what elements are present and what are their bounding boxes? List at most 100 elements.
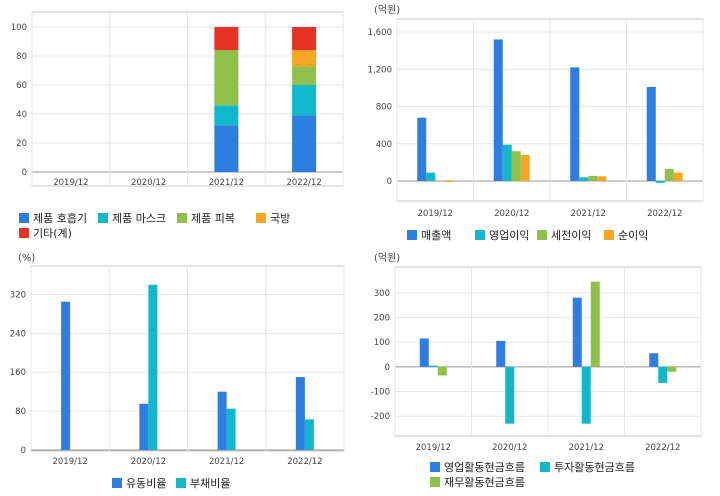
legend-label: 재무활동현금흐름 bbox=[444, 476, 525, 489]
bar-2-3 bbox=[581, 366, 591, 424]
legend-label: 부채비율 bbox=[190, 477, 231, 490]
bar-1-3 bbox=[214, 125, 239, 172]
bar-3-4 bbox=[667, 366, 677, 372]
legend-item: 영업이익 bbox=[475, 229, 529, 243]
legend-item: 순이익 bbox=[604, 229, 648, 243]
bar-2-4 bbox=[658, 366, 668, 383]
legend-item: 투자활동현금흐름 bbox=[540, 461, 635, 475]
y-tick-label: 1,600 bbox=[368, 28, 392, 38]
legend-label: 세전이익 bbox=[551, 229, 592, 242]
legend-swatch bbox=[537, 230, 547, 240]
x-tick-label: 2022/12 bbox=[287, 457, 322, 467]
legend-label: 투자활동현금흐름 bbox=[554, 461, 635, 474]
x-tick-label: 2020/12 bbox=[492, 443, 527, 453]
y-tick-label: 0 bbox=[385, 363, 390, 373]
bar-2-1 bbox=[426, 172, 436, 181]
bar-2-3 bbox=[226, 408, 236, 450]
bar-1-3 bbox=[572, 297, 582, 367]
y-tick-label: 0 bbox=[387, 177, 392, 187]
bar-1-2 bbox=[496, 340, 506, 367]
y-tick-label: 800 bbox=[376, 103, 392, 113]
y-tick-label: 300 bbox=[374, 289, 390, 299]
bar-2-2 bbox=[505, 366, 515, 424]
legend-swatch bbox=[540, 462, 550, 472]
x-tick-label: 2021/12 bbox=[209, 178, 244, 188]
x-tick-label: 2019/12 bbox=[418, 209, 453, 219]
bar-2-3 bbox=[579, 177, 589, 181]
legend-swatch bbox=[256, 213, 266, 223]
x-tick-label: 2021/12 bbox=[569, 443, 604, 453]
legend-label: 제품 피복 bbox=[191, 212, 235, 225]
legend-swatch bbox=[112, 478, 122, 488]
legend-item: 기타(계) bbox=[19, 227, 72, 241]
legend-swatch bbox=[475, 230, 485, 240]
bar-4-1 bbox=[444, 181, 454, 182]
legend-swatch bbox=[98, 213, 108, 223]
y-tick-label: -200 bbox=[371, 412, 390, 422]
bar-2-2 bbox=[502, 144, 512, 181]
legend-swatch bbox=[604, 230, 614, 240]
y-tick-label: 0 bbox=[22, 168, 27, 178]
x-tick-label: 2019/12 bbox=[53, 178, 88, 188]
x-tick-label: 2021/12 bbox=[571, 209, 606, 219]
y-tick-label: 240 bbox=[10, 329, 26, 339]
legend-item: 제품 피복 bbox=[177, 212, 235, 226]
legend-label: 국방 bbox=[270, 212, 291, 225]
legend-item: 재무활동현금흐름 bbox=[430, 476, 525, 490]
ratio-chart: (%) 0 80 160 240 320 2019/12 2020/12 2021/12 202… bbox=[10, 253, 345, 467]
income-legend: 매출액 영업이익 세전이익 순이익 bbox=[360, 229, 720, 245]
bar-2-2 bbox=[148, 284, 158, 450]
y-tick-label: 200 bbox=[374, 313, 390, 323]
legend-label: 기타(계) bbox=[33, 227, 72, 240]
bar-2-4 bbox=[655, 181, 665, 183]
legend-swatch bbox=[177, 213, 187, 223]
legend-swatch bbox=[19, 213, 29, 223]
legend-swatch bbox=[176, 478, 186, 488]
y-tick-label: 60 bbox=[16, 81, 27, 91]
bar-5-4 bbox=[292, 27, 317, 51]
product-mix-chart: 0 20 40 60 80 100 2019/12 2020/12 2021/12 2022/12 bbox=[11, 11, 344, 188]
legend-label: 영업이익 bbox=[489, 229, 530, 242]
legend-swatch bbox=[430, 477, 440, 487]
bar-1-4 bbox=[295, 377, 305, 450]
bar-1-1 bbox=[61, 301, 71, 450]
bar-3-3 bbox=[588, 175, 598, 181]
income-chart: (억원) 0 400 800 1,200 1,600 2019/12 2020/12 2021… bbox=[368, 4, 704, 219]
legend-item: 제품 호흡기 bbox=[19, 212, 87, 226]
legend-item: 유동비율 bbox=[112, 477, 166, 491]
bar-3-4 bbox=[664, 168, 674, 181]
bar-1-2 bbox=[139, 403, 149, 450]
bar-2-4 bbox=[304, 419, 314, 450]
cashflow-chart: (억원) -200 -100 0 100 200 300 2019/12 2020/12 202… bbox=[371, 252, 702, 453]
x-tick-label: 2020/12 bbox=[131, 178, 166, 188]
x-tick-label: 2022/12 bbox=[647, 209, 682, 219]
legend-item: 제품 마스크 bbox=[98, 212, 166, 226]
legend-swatch bbox=[407, 230, 417, 240]
y-tick-label: 40 bbox=[16, 110, 27, 120]
bar-2-3 bbox=[214, 105, 239, 126]
legend-item: 국방 bbox=[256, 212, 290, 226]
y-tick-label: 100 bbox=[374, 338, 390, 348]
legend-label: 영업활동현금흐름 bbox=[444, 461, 525, 474]
y-tick-label: 160 bbox=[10, 368, 26, 378]
bar-1-1 bbox=[419, 338, 429, 367]
legend-swatch bbox=[430, 462, 440, 472]
bar-2-4 bbox=[292, 85, 317, 116]
legend-label: 제품 마스크 bbox=[112, 212, 167, 225]
bar-3-3 bbox=[214, 50, 239, 106]
legend-label: 유동비율 bbox=[126, 477, 167, 490]
ratio-legend: 유동비율 부채비율 bbox=[0, 477, 360, 493]
bar-4-4 bbox=[673, 172, 683, 181]
y-tick-label: -100 bbox=[371, 388, 390, 398]
legend-item: 매출액 bbox=[407, 229, 451, 243]
y-tick-label: 400 bbox=[376, 140, 392, 150]
y-tick-label: 1,200 bbox=[368, 65, 392, 75]
legend-item: 영업활동현금흐름 bbox=[430, 461, 525, 475]
bar-1-3 bbox=[570, 67, 580, 181]
bar-3-2 bbox=[511, 151, 521, 181]
ratio-unit-label: (%) bbox=[18, 253, 35, 264]
bar-1-4 bbox=[649, 353, 659, 367]
y-tick-label: 0 bbox=[21, 446, 26, 456]
